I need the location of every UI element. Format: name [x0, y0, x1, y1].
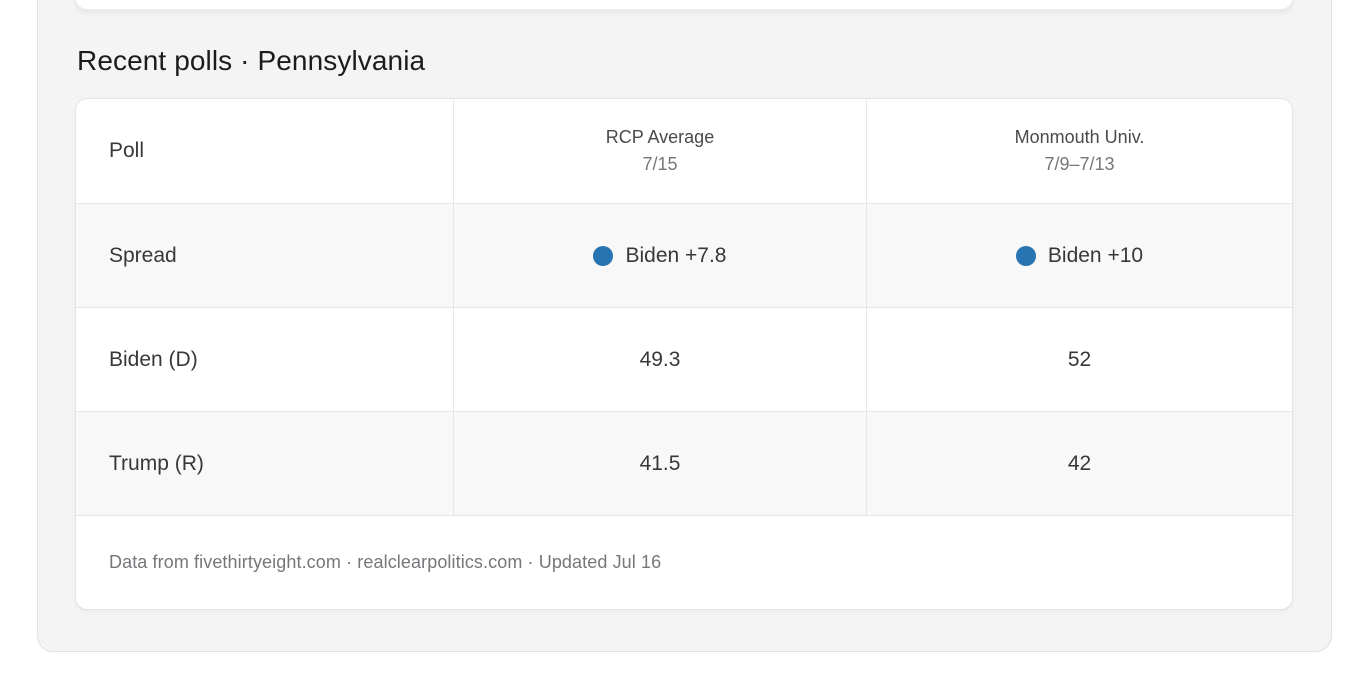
row-label: Spread — [109, 243, 177, 267]
poll-value: 49.3 — [639, 347, 681, 371]
value-cell: 49.3 — [454, 308, 867, 411]
poll-value: 52 — [1067, 347, 1092, 371]
corner-header-cell: Poll — [76, 99, 454, 203]
column-header-rcp-average: RCP Average 7/15 — [454, 99, 867, 203]
previous-card-edge — [75, 0, 1293, 10]
candidate-dot-icon — [593, 245, 614, 266]
spread-value: Biden +10 — [1015, 243, 1144, 268]
value-cell: 42 — [867, 412, 1292, 515]
column-title: Monmouth Univ. — [1014, 127, 1145, 148]
value-cell: 52 — [867, 308, 1292, 411]
candidate-dot-icon — [1015, 245, 1036, 266]
row-label: Biden (D) — [109, 347, 198, 371]
column-date: 7/9–7/13 — [1044, 153, 1115, 174]
column-date: 7/15 — [642, 153, 678, 174]
column-header-monmouth: Monmouth Univ. 7/9–7/13 — [867, 99, 1292, 203]
spread-text: Biden +7.8 — [625, 243, 727, 267]
table-row-biden: Biden (D) 49.3 52 — [76, 307, 1292, 411]
value-cell: 41.5 — [454, 412, 867, 515]
table-row-spread: Spread Biden +7.8 Biden +10 — [76, 203, 1292, 307]
spread-cell-rcp: Biden +7.8 — [454, 204, 867, 307]
polls-table: Poll RCP Average 7/15 Monmouth Univ. 7/9… — [75, 98, 1293, 610]
row-label-cell: Trump (R) — [76, 412, 454, 515]
spread-text: Biden +10 — [1047, 243, 1144, 267]
poll-value: 41.5 — [639, 451, 681, 475]
table-header-row: Poll RCP Average 7/15 Monmouth Univ. 7/9… — [76, 99, 1292, 203]
poll-value: 42 — [1067, 451, 1092, 475]
page-title: Recent polls · Pennsylvania — [77, 45, 426, 76]
spread-cell-monmouth: Biden +10 — [867, 204, 1292, 307]
row-label-cell: Biden (D) — [76, 308, 454, 411]
column-title: RCP Average — [605, 127, 715, 148]
table-row-trump: Trump (R) 41.5 42 — [76, 411, 1292, 515]
corner-header-label: Poll — [109, 139, 145, 162]
spread-value: Biden +7.8 — [593, 243, 727, 268]
row-label-cell: Spread — [76, 204, 454, 307]
row-label: Trump (R) — [109, 451, 204, 475]
attribution-text: Data from fivethirtyeight.com · realclea… — [109, 552, 662, 572]
table-footer: Data from fivethirtyeight.com · realclea… — [76, 515, 1292, 609]
